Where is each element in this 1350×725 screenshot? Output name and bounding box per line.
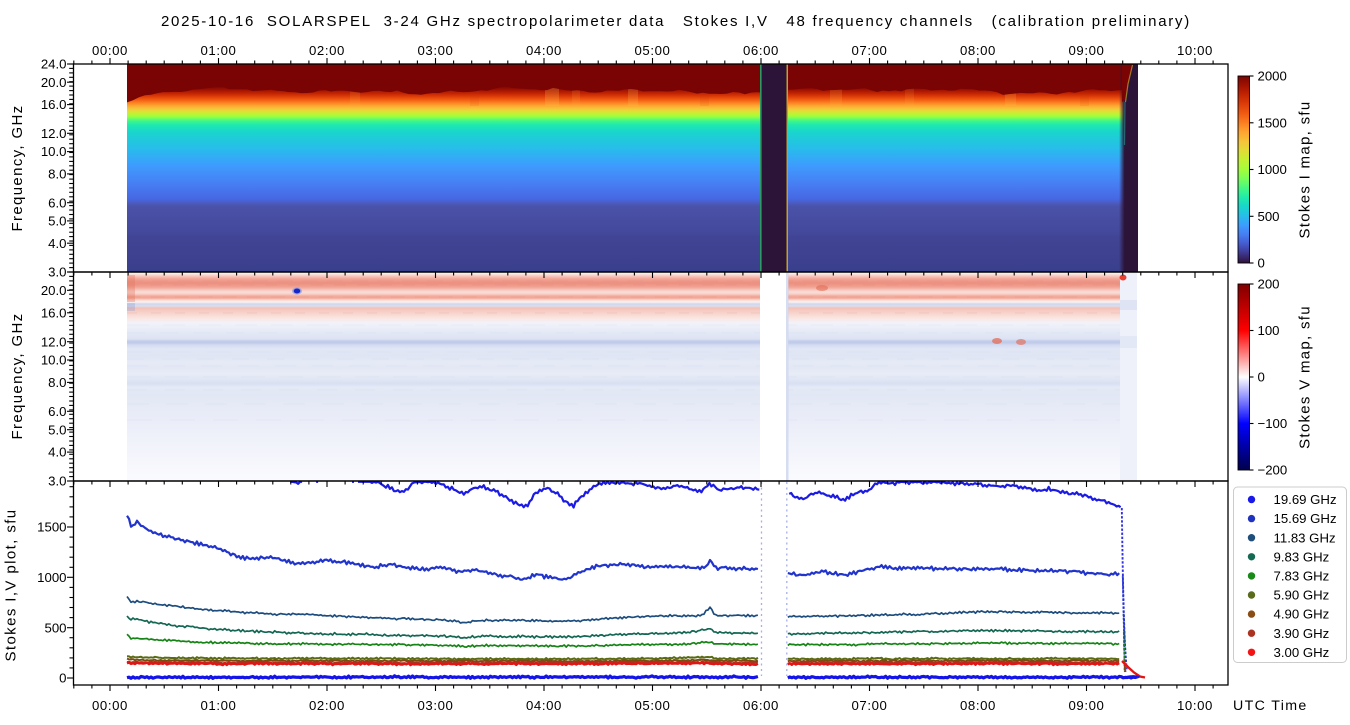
svg-text:1500: 1500: [1258, 115, 1287, 130]
svg-text:03:00: 03:00: [417, 698, 453, 713]
svg-text:12.0: 12.0: [41, 334, 67, 349]
svg-text:5.90 GHz: 5.90 GHz: [1274, 588, 1330, 603]
svg-text:1000: 1000: [1258, 162, 1287, 177]
svg-text:100: 100: [1258, 323, 1280, 338]
svg-text:01:00: 01:00: [200, 43, 236, 58]
svg-text:12.0: 12.0: [41, 126, 67, 141]
svg-text:20.0: 20.0: [41, 283, 67, 298]
svg-text:1500: 1500: [37, 520, 66, 535]
svg-text:Stokes I map, sfu: Stokes I map, sfu: [1297, 101, 1314, 239]
svg-text:Stokes I,V plot, sfu: Stokes I,V plot, sfu: [3, 508, 20, 661]
svg-text:4.90 GHz: 4.90 GHz: [1274, 607, 1330, 622]
svg-text:−200: −200: [1258, 463, 1288, 478]
svg-text:16.0: 16.0: [41, 305, 67, 320]
svg-text:Frequency, GHz: Frequency, GHz: [9, 105, 26, 232]
svg-text:03:00: 03:00: [417, 43, 453, 58]
svg-text:05:00: 05:00: [634, 43, 670, 58]
svg-text:00:00: 00:00: [92, 43, 128, 58]
svg-text:10:00: 10:00: [1177, 43, 1213, 58]
svg-text:200: 200: [1258, 277, 1280, 292]
svg-text:3.00 GHz: 3.00 GHz: [1274, 645, 1330, 660]
svg-text:0: 0: [1258, 256, 1265, 271]
svg-text:2000: 2000: [1258, 69, 1287, 84]
svg-text:09:00: 09:00: [1068, 698, 1104, 713]
svg-text:−100: −100: [1258, 416, 1288, 431]
svg-text:08:00: 08:00: [960, 698, 996, 713]
svg-text:0: 0: [59, 671, 66, 686]
svg-text:Stokes V map, sfu: Stokes V map, sfu: [1297, 305, 1314, 449]
svg-text:06:00: 06:00: [743, 698, 779, 713]
svg-text:08:00: 08:00: [960, 43, 996, 58]
svg-text:4.0: 4.0: [48, 445, 66, 460]
svg-text:16.0: 16.0: [41, 97, 67, 112]
svg-text:UTC Time: UTC Time: [1233, 698, 1308, 714]
svg-text:02:00: 02:00: [309, 43, 345, 58]
svg-text:10:00: 10:00: [1177, 698, 1213, 713]
svg-text:10.0: 10.0: [41, 144, 67, 159]
svg-text:24.0: 24.0: [41, 57, 67, 72]
svg-text:8.0: 8.0: [48, 166, 66, 181]
svg-text:1000: 1000: [37, 570, 66, 585]
svg-text:05:00: 05:00: [634, 698, 670, 713]
svg-text:02:00: 02:00: [309, 698, 345, 713]
svg-text:7.83 GHz: 7.83 GHz: [1274, 569, 1330, 584]
svg-text:11.83 GHz: 11.83 GHz: [1274, 530, 1336, 545]
svg-text:04:00: 04:00: [526, 698, 562, 713]
svg-text:04:00: 04:00: [526, 43, 562, 58]
svg-text:15.69 GHz: 15.69 GHz: [1274, 511, 1337, 526]
svg-text:500: 500: [44, 620, 66, 635]
svg-text:09:00: 09:00: [1068, 43, 1104, 58]
svg-text:00:00: 00:00: [92, 698, 128, 713]
svg-text:5.0: 5.0: [48, 214, 66, 229]
svg-text:3.0: 3.0: [48, 265, 66, 280]
svg-text:2025-10-16 SOLARSPEL 3-24 GH: 2025-10-16 SOLARSPEL 3-24 GHz spectropol…: [161, 13, 1191, 30]
svg-text:4.0: 4.0: [48, 236, 66, 251]
svg-text:6.0: 6.0: [48, 195, 66, 210]
svg-text:07:00: 07:00: [851, 698, 887, 713]
svg-text:Frequency, GHz: Frequency, GHz: [9, 313, 26, 440]
svg-text:3.0: 3.0: [48, 474, 66, 489]
svg-text:9.83 GHz: 9.83 GHz: [1274, 549, 1330, 564]
svg-text:19.69 GHz: 19.69 GHz: [1274, 492, 1337, 507]
svg-text:8.0: 8.0: [48, 375, 66, 390]
svg-text:07:00: 07:00: [851, 43, 887, 58]
svg-text:20.0: 20.0: [41, 75, 67, 90]
svg-text:06:00: 06:00: [743, 43, 779, 58]
svg-text:0: 0: [1258, 370, 1265, 385]
svg-text:5.0: 5.0: [48, 422, 66, 437]
svg-text:10.0: 10.0: [41, 353, 67, 368]
svg-text:01:00: 01:00: [200, 698, 236, 713]
svg-text:6.0: 6.0: [48, 404, 66, 419]
svg-text:3.90 GHz: 3.90 GHz: [1274, 626, 1330, 641]
svg-text:500: 500: [1258, 209, 1280, 224]
